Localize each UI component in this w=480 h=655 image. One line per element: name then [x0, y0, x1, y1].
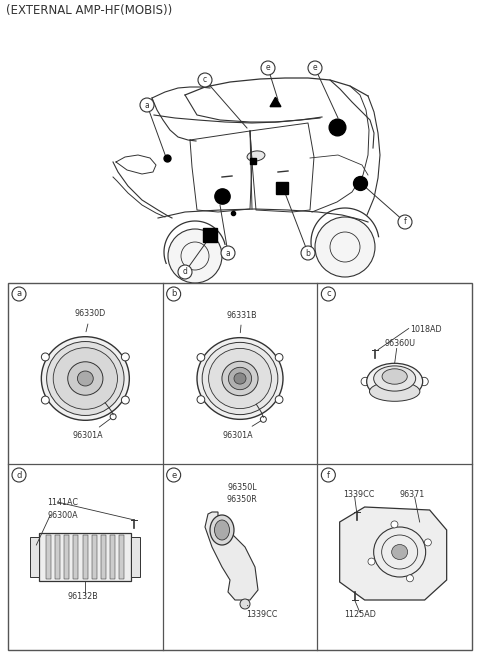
- Text: 1141AC: 1141AC: [48, 498, 78, 507]
- Text: b: b: [171, 290, 176, 299]
- Circle shape: [41, 396, 49, 404]
- Circle shape: [368, 558, 375, 565]
- Circle shape: [197, 396, 205, 403]
- Bar: [110, 535, 115, 579]
- Circle shape: [167, 287, 180, 301]
- Text: 1125AD: 1125AD: [344, 610, 376, 619]
- Ellipse shape: [234, 373, 246, 384]
- Text: d: d: [16, 470, 22, 479]
- Circle shape: [198, 73, 212, 87]
- Bar: [120, 535, 124, 579]
- Ellipse shape: [370, 382, 420, 402]
- Circle shape: [168, 229, 222, 283]
- Circle shape: [12, 287, 26, 301]
- Ellipse shape: [41, 337, 129, 421]
- Bar: [55, 535, 60, 579]
- Text: (EXTERNAL AMP-HF(MOBIS)): (EXTERNAL AMP-HF(MOBIS)): [6, 4, 172, 17]
- Circle shape: [140, 98, 154, 112]
- Text: a: a: [144, 100, 149, 109]
- Circle shape: [110, 414, 116, 420]
- Circle shape: [221, 246, 235, 260]
- Polygon shape: [205, 512, 258, 600]
- Text: 96331B: 96331B: [227, 310, 257, 333]
- Circle shape: [275, 396, 283, 403]
- Circle shape: [315, 217, 375, 277]
- Text: f: f: [327, 470, 330, 479]
- Circle shape: [197, 354, 205, 362]
- Bar: [92, 535, 97, 579]
- Circle shape: [261, 61, 275, 75]
- Bar: [64, 535, 69, 579]
- Text: b: b: [306, 248, 311, 257]
- Text: 96301A: 96301A: [72, 419, 111, 441]
- Bar: [46, 535, 51, 579]
- Text: a: a: [16, 290, 22, 299]
- Bar: [39, 533, 132, 581]
- Ellipse shape: [222, 362, 258, 396]
- Text: 96300A: 96300A: [48, 511, 78, 520]
- Circle shape: [275, 354, 283, 362]
- Text: 96350R: 96350R: [227, 495, 257, 504]
- Circle shape: [41, 353, 49, 361]
- Ellipse shape: [228, 367, 252, 390]
- Text: 96301A: 96301A: [223, 421, 261, 440]
- Text: 1339CC: 1339CC: [343, 490, 374, 499]
- Circle shape: [12, 468, 26, 482]
- Circle shape: [121, 353, 129, 361]
- Text: 96350L: 96350L: [227, 483, 257, 492]
- Ellipse shape: [53, 348, 118, 409]
- Text: e: e: [171, 470, 176, 479]
- Ellipse shape: [77, 371, 93, 386]
- Circle shape: [301, 246, 315, 260]
- Text: d: d: [182, 267, 187, 276]
- Text: e: e: [312, 64, 317, 73]
- Text: 1018AD: 1018AD: [409, 324, 441, 333]
- Ellipse shape: [47, 341, 124, 415]
- Circle shape: [321, 287, 336, 301]
- Ellipse shape: [210, 515, 234, 545]
- Ellipse shape: [197, 337, 283, 419]
- Circle shape: [121, 396, 129, 404]
- Circle shape: [361, 377, 370, 386]
- Ellipse shape: [392, 544, 408, 559]
- Bar: [83, 535, 88, 579]
- Ellipse shape: [209, 348, 271, 409]
- Text: 96132B: 96132B: [68, 592, 99, 601]
- Circle shape: [308, 61, 322, 75]
- Text: 96360U: 96360U: [384, 339, 415, 348]
- Text: 1339CC: 1339CC: [246, 605, 278, 619]
- Text: 96371: 96371: [400, 490, 425, 499]
- Text: c: c: [326, 290, 331, 299]
- Bar: [30, 537, 39, 577]
- Circle shape: [260, 417, 266, 422]
- Circle shape: [407, 575, 413, 582]
- Text: e: e: [266, 64, 270, 73]
- Circle shape: [240, 599, 250, 609]
- Circle shape: [398, 215, 412, 229]
- Ellipse shape: [382, 369, 407, 384]
- Circle shape: [420, 377, 428, 386]
- Ellipse shape: [215, 520, 229, 540]
- Ellipse shape: [202, 343, 278, 415]
- Bar: [8, 283, 472, 650]
- Circle shape: [391, 521, 398, 528]
- Text: 96330D: 96330D: [75, 310, 106, 332]
- Bar: [73, 535, 78, 579]
- Ellipse shape: [247, 151, 265, 161]
- Circle shape: [167, 468, 180, 482]
- Ellipse shape: [68, 362, 103, 395]
- Polygon shape: [340, 507, 447, 600]
- Circle shape: [178, 265, 192, 279]
- Ellipse shape: [373, 366, 416, 391]
- Bar: [101, 535, 106, 579]
- Circle shape: [321, 468, 336, 482]
- Text: f: f: [404, 217, 407, 227]
- Text: a: a: [226, 248, 230, 257]
- Circle shape: [424, 539, 432, 546]
- Ellipse shape: [367, 364, 423, 400]
- Text: c: c: [203, 75, 207, 84]
- Bar: [132, 537, 140, 577]
